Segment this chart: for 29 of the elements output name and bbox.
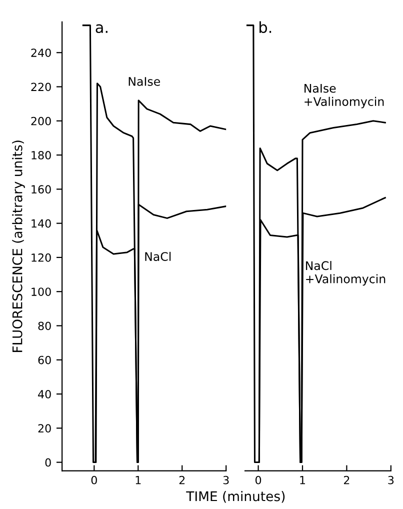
y-tick-label: 140 <box>32 219 51 228</box>
x-tick-label: 0 <box>255 476 262 484</box>
annotation: NaIse +Valinomycin <box>304 84 384 108</box>
y-tick-label: 20 <box>38 424 51 433</box>
y-tick-label: 60 <box>38 356 51 364</box>
y-tick-label: 160 <box>32 185 51 194</box>
chart-title: a. <box>96 24 108 34</box>
y-tick-label: 40 <box>38 390 51 398</box>
y-tick-label: 80 <box>38 322 51 330</box>
y-tick-label: 220 <box>31 82 51 92</box>
x-tick-label: 1 <box>300 476 306 484</box>
y-tick-label: 200 <box>31 116 51 126</box>
x-tick-label: 3 <box>388 476 394 484</box>
y-tick-label: 120 <box>32 253 51 262</box>
y-axis-title: FLUORESCENCE (arbitrary units) <box>12 140 25 352</box>
x-tick-label: 3 <box>223 476 229 484</box>
chart-title: b. <box>260 21 272 34</box>
x-tick-label: 1 <box>136 476 141 484</box>
x-axis-title: TIME (minutes) <box>186 491 285 503</box>
y-tick-label: 240 <box>31 48 51 57</box>
annotation: NaCl +Valinomycin <box>306 260 386 286</box>
annotation: NaIse <box>128 77 160 86</box>
y-tick-label: 100 <box>32 288 51 296</box>
annotation: NaCl <box>145 252 171 262</box>
x-tick-label: 2 <box>179 476 185 484</box>
x-tick-label: 2 <box>344 476 350 484</box>
y-tick-label: 0 <box>45 458 51 467</box>
y-tick-label: 180 <box>32 151 51 160</box>
x-tick-label: 0 <box>91 476 97 484</box>
